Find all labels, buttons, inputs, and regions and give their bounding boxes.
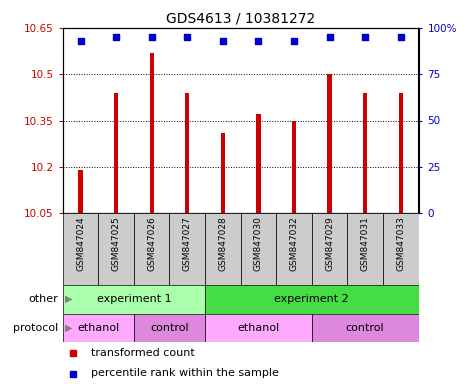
Text: GSM847031: GSM847031 (361, 217, 370, 271)
Text: GSM847033: GSM847033 (396, 217, 405, 271)
Text: GSM847026: GSM847026 (147, 217, 156, 271)
Bar (99, 213, 134, 285)
Text: GSM847024: GSM847024 (76, 217, 85, 271)
Text: other: other (28, 294, 58, 304)
Text: GSM847028: GSM847028 (219, 217, 227, 271)
Text: ethanol: ethanol (237, 323, 279, 333)
Bar (205, 313, 312, 342)
Bar (63, 213, 99, 285)
Bar (383, 213, 418, 285)
Bar (114, 93, 118, 213)
Text: ethanol: ethanol (77, 323, 120, 333)
Text: ▶: ▶ (65, 294, 73, 304)
Text: transformed count: transformed count (91, 348, 195, 358)
Text: percentile rank within the sample: percentile rank within the sample (91, 369, 279, 379)
Bar (63, 285, 205, 313)
Point (397, 34, 405, 40)
Bar (185, 93, 189, 213)
Text: control: control (150, 323, 189, 333)
Text: protocol: protocol (13, 323, 58, 333)
Bar (150, 53, 154, 213)
Bar (134, 213, 169, 285)
Bar (221, 133, 225, 213)
Point (255, 38, 262, 44)
Point (184, 34, 191, 40)
Bar (169, 213, 205, 285)
Title: GDS4613 / 10381272: GDS4613 / 10381272 (166, 12, 315, 25)
Text: GSM847025: GSM847025 (112, 217, 120, 271)
Bar (205, 285, 418, 313)
Point (326, 34, 333, 40)
Text: ▶: ▶ (65, 323, 73, 333)
Bar (327, 74, 332, 213)
Bar (292, 121, 296, 213)
Bar (134, 313, 205, 342)
Point (361, 34, 369, 40)
Bar (347, 213, 383, 285)
Bar (276, 213, 312, 285)
Text: control: control (346, 323, 385, 333)
Text: GSM847027: GSM847027 (183, 217, 192, 271)
Text: GSM847029: GSM847029 (325, 217, 334, 271)
Bar (79, 170, 83, 213)
Bar (205, 213, 241, 285)
Bar (399, 93, 403, 213)
Point (77, 38, 84, 44)
Text: GSM847030: GSM847030 (254, 217, 263, 271)
Point (148, 34, 155, 40)
Bar (256, 114, 260, 213)
Bar (312, 213, 347, 285)
Bar (363, 93, 367, 213)
Bar (241, 213, 276, 285)
Text: experiment 2: experiment 2 (274, 294, 349, 304)
Point (219, 38, 226, 44)
Text: experiment 1: experiment 1 (97, 294, 171, 304)
Text: GSM847032: GSM847032 (290, 217, 299, 271)
Bar (312, 313, 418, 342)
Bar (63, 313, 134, 342)
Point (113, 34, 120, 40)
Point (290, 38, 298, 44)
